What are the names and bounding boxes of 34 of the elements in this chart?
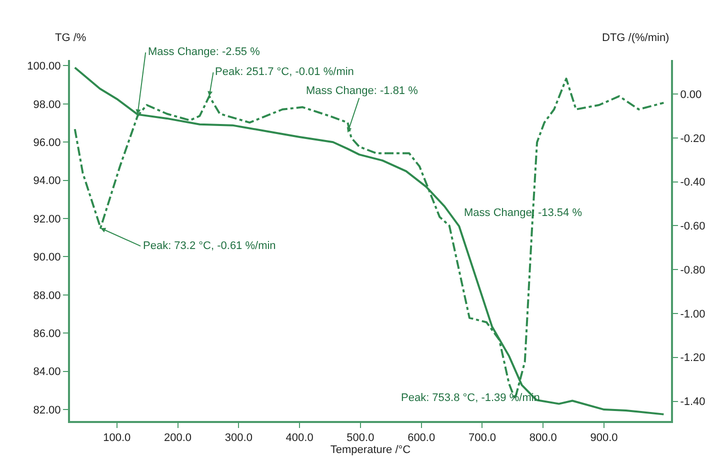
y-tick-label: 96.00 bbox=[33, 136, 61, 149]
x-tick-label: 800.0 bbox=[529, 432, 557, 444]
y-tick-label: 88.00 bbox=[33, 290, 61, 302]
y-tick-label: 82.00 bbox=[33, 404, 61, 416]
x-axis-title: Temperature /°C bbox=[330, 444, 411, 456]
x-tick-label: 100.0 bbox=[103, 432, 131, 444]
y-tick-label: 86.00 bbox=[33, 328, 61, 340]
y2-tick-label: -0.60 bbox=[680, 220, 706, 233]
y2-tick-label: -1.40 bbox=[680, 396, 706, 408]
y-tick-label: 94.00 bbox=[33, 175, 61, 188]
x-tick-label: 200.0 bbox=[164, 432, 192, 444]
x-tick-label: 400.0 bbox=[286, 432, 314, 444]
x-tick-label: 600.0 bbox=[408, 432, 436, 444]
y2-tick-label: -1.00 bbox=[680, 308, 706, 320]
y2-tick-label: -0.80 bbox=[680, 264, 706, 276]
annotation: Mass Change: -2.55 % bbox=[148, 46, 260, 58]
x-tick-label: 500.0 bbox=[346, 432, 374, 444]
annotation: Peak: 251.7 °C, -0.01 %/min bbox=[215, 66, 354, 78]
y2-axis-title: DTG /(%/min) bbox=[602, 32, 670, 44]
x-tick-label: 900.0 bbox=[590, 432, 618, 444]
y2-tick-label: -1.20 bbox=[680, 352, 706, 364]
y-tick-label: 100.00 bbox=[27, 60, 61, 73]
annotation: Mass Change: -1.81 % bbox=[306, 85, 418, 97]
y2-tick-label: 0.00 bbox=[680, 88, 702, 101]
y-tick-label: 84.00 bbox=[33, 366, 61, 378]
x-tick-label: 300.0 bbox=[224, 432, 252, 444]
y2-tick-label: -0.20 bbox=[680, 132, 706, 145]
x-tick-label: 700.0 bbox=[468, 432, 496, 444]
y-tick-label: 92.00 bbox=[33, 213, 61, 226]
y-tick-label: 90.00 bbox=[33, 252, 61, 264]
y2-tick-label: -0.40 bbox=[680, 176, 706, 189]
y-tick-label: 98.00 bbox=[33, 98, 61, 111]
annotation: Peak: 73.2 °C, -0.61 %/min bbox=[143, 240, 276, 252]
y-axis-title: TG /% bbox=[55, 32, 86, 44]
